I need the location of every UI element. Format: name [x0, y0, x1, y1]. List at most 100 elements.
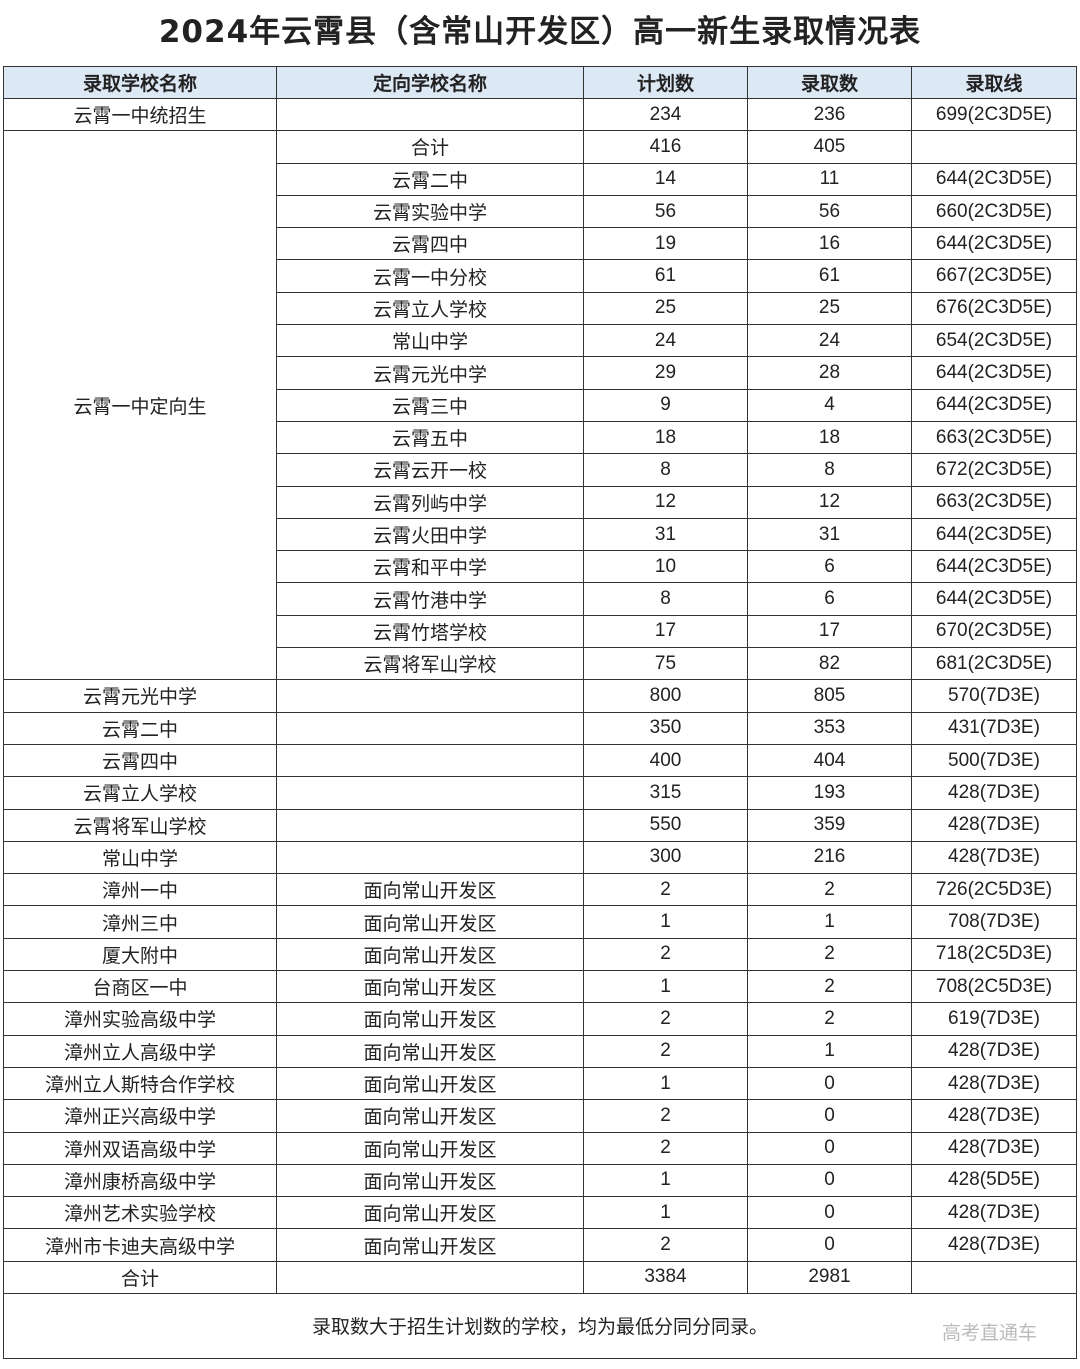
school-name-cell: 漳州市卡迪夫高级中学	[3, 1228, 277, 1262]
cutoff-line-cell: 428(7D3E)	[911, 808, 1077, 842]
target-school-cell: 云霄火田中学	[276, 517, 584, 552]
plan-count-cell: 25	[583, 291, 748, 326]
cutoff-line-cell: 718(2C5D3E)	[911, 937, 1077, 972]
plan-count-cell: 31	[583, 517, 748, 552]
table-row: 云霄三中 9 4 644(2C3D5E)	[4, 388, 1077, 422]
target-school-cell: 云霄元光中学	[276, 356, 584, 390]
plan-count-cell: 2	[583, 873, 748, 907]
admit-count-cell: 805	[747, 679, 912, 713]
target-school-cell: 云霄五中	[276, 420, 584, 455]
admit-count-cell: 17	[747, 614, 912, 649]
target-school-cell: 面向常山开发区	[276, 873, 584, 907]
target-school-cell: 面向常山开发区	[276, 1131, 584, 1165]
target-school-cell: 面向常山开发区	[276, 1228, 584, 1262]
watermark: 高考直通车	[942, 1322, 1038, 1344]
admit-count-cell: 0	[747, 1228, 912, 1262]
cutoff-line-cell: 644(2C3D5E)	[911, 582, 1077, 616]
cutoff-line-cell: 644(2C3D5E)	[911, 227, 1077, 261]
plan-count-cell: 1	[583, 1163, 748, 1198]
admit-count-cell: 4	[747, 388, 912, 422]
admit-count-cell: 12	[747, 485, 912, 519]
target-school-cell: 云霄实验中学	[276, 194, 584, 229]
plan-count-cell: 2	[583, 1131, 748, 1165]
plan-count-cell: 19	[583, 227, 748, 261]
table-row: 云霄立人学校 25 25 676(2C3D5E)	[4, 291, 1077, 326]
school-name-cell: 台商区一中	[3, 970, 277, 1004]
plan-count-cell: 29	[583, 356, 748, 390]
admit-count-cell: 6	[747, 582, 912, 616]
cutoff-line-cell: 428(5D5E)	[911, 1163, 1077, 1198]
table-row: 云霄列屿中学 12 12 663(2C3D5E)	[4, 485, 1077, 519]
admit-count-cell: 2	[747, 873, 912, 907]
header-admit: 录取数	[747, 66, 912, 99]
cutoff-line-cell: 708(2C5D3E)	[911, 970, 1077, 1004]
plan-count-cell: 10	[583, 550, 748, 584]
header-row: 录取学校名称 定向学校名称 计划数 录取数 录取线	[3, 66, 1077, 99]
table-row: 云霄一中定向生 合计 416 405	[3, 130, 1077, 681]
cutoff-line-cell: 570(7D3E)	[911, 679, 1077, 713]
target-school-cell: 面向常山开发区	[276, 1196, 584, 1230]
table-row: 台商区一中 面向常山开发区 1 2 708(2C5D3E)	[3, 970, 1077, 1004]
plan-count-cell: 2	[583, 1099, 748, 1133]
target-school-cell: 云霄竹塔学校	[276, 614, 584, 649]
admit-count-cell: 404	[747, 743, 912, 778]
target-school-cell	[276, 97, 584, 132]
target-school-cell: 面向常山开发区	[276, 937, 584, 972]
admit-count-cell: 0	[747, 1099, 912, 1133]
target-school-cell: 面向常山开发区	[276, 1066, 584, 1101]
table-row: 云霄火田中学 31 31 644(2C3D5E)	[4, 517, 1077, 552]
header-line: 录取线	[911, 66, 1077, 99]
target-school-cell: 云霄竹港中学	[276, 582, 584, 616]
school-name-cell: 漳州双语高级中学	[3, 1131, 277, 1165]
cutoff-line-cell: 428(7D3E)	[911, 1066, 1077, 1101]
school-name-cell: 云霄二中	[3, 711, 277, 745]
school-name-cell: 云霄元光中学	[3, 679, 277, 713]
table-row: 常山中学 24 24 654(2C3D5E)	[4, 324, 1077, 358]
plan-count-cell: 14	[583, 162, 748, 196]
cutoff-line-cell: 428(7D3E)	[911, 1228, 1077, 1262]
school-name-cell: 漳州实验高级中学	[3, 1002, 277, 1036]
table-row: 云霄竹塔学校 17 17 670(2C3D5E)	[4, 614, 1077, 649]
table-row: 云霄元光中学 29 28 644(2C3D5E)	[4, 356, 1077, 390]
admit-count-cell: 61	[747, 259, 912, 293]
plan-count-cell: 8	[583, 453, 748, 487]
table-row: 漳州市卡迪夫高级中学 面向常山开发区 2 0 428(7D3E)	[3, 1228, 1077, 1262]
page-title: 2024年云霄县（含常山开发区）高一新生录取情况表	[158, 14, 922, 50]
plan-count-cell: 8	[583, 582, 748, 616]
school-name-cell: 漳州一中	[3, 873, 277, 907]
school-name-cell: 厦大附中	[3, 937, 277, 972]
plan-count-cell: 2	[583, 1034, 748, 1068]
cutoff-line-cell: 428(7D3E)	[911, 1131, 1077, 1165]
cutoff-line-cell: 708(7D3E)	[911, 905, 1077, 939]
target-school-cell: 云霄将军山学校	[276, 647, 584, 681]
table-row: 云霄一中分校 61 61 667(2C3D5E)	[4, 259, 1077, 293]
header-target: 定向学校名称	[276, 66, 584, 99]
plan-count-cell: 300	[583, 840, 748, 875]
table-row: 云霄五中 18 18 663(2C3D5E)	[4, 420, 1077, 455]
table-row: 云霄和平中学 10 6 644(2C3D5E)	[4, 550, 1077, 584]
plan-count-cell: 1	[583, 1066, 748, 1101]
plan-count-cell: 1	[583, 905, 748, 939]
plan-count-cell: 416	[583, 130, 748, 164]
table-row: 云霄竹港中学 8 6 644(2C3D5E)	[4, 582, 1077, 616]
cutoff-line-cell: 676(2C3D5E)	[911, 291, 1077, 326]
table-row: 漳州立人斯特合作学校 面向常山开发区 1 0 428(7D3E)	[3, 1066, 1077, 1101]
target-school-cell	[276, 808, 584, 842]
target-school-cell: 面向常山开发区	[276, 1002, 584, 1036]
table-row: 漳州正兴高级中学 面向常山开发区 2 0 428(7D3E)	[3, 1099, 1077, 1133]
table-row: 厦大附中 面向常山开发区 2 2 718(2C5D3E)	[3, 937, 1077, 972]
admit-count-cell: 0	[747, 1131, 912, 1165]
cutoff-line-cell: 667(2C3D5E)	[911, 259, 1077, 293]
plan-count-cell: 2	[583, 937, 748, 972]
admit-count-cell: 24	[747, 324, 912, 358]
plan-count-cell: 550	[583, 808, 748, 842]
table-row: 云霄实验中学 56 56 660(2C3D5E)	[4, 194, 1077, 229]
plan-count-cell: 400	[583, 743, 748, 778]
admit-count-cell: 353	[747, 711, 912, 745]
cutoff-line-cell: 500(7D3E)	[911, 743, 1077, 778]
school-name-cell: 云霄四中	[3, 743, 277, 778]
cutoff-line-cell: 644(2C3D5E)	[911, 356, 1077, 390]
cutoff-line-cell: 428(7D3E)	[911, 776, 1077, 810]
target-school-cell: 云霄立人学校	[276, 291, 584, 326]
plan-count-cell: 61	[583, 259, 748, 293]
